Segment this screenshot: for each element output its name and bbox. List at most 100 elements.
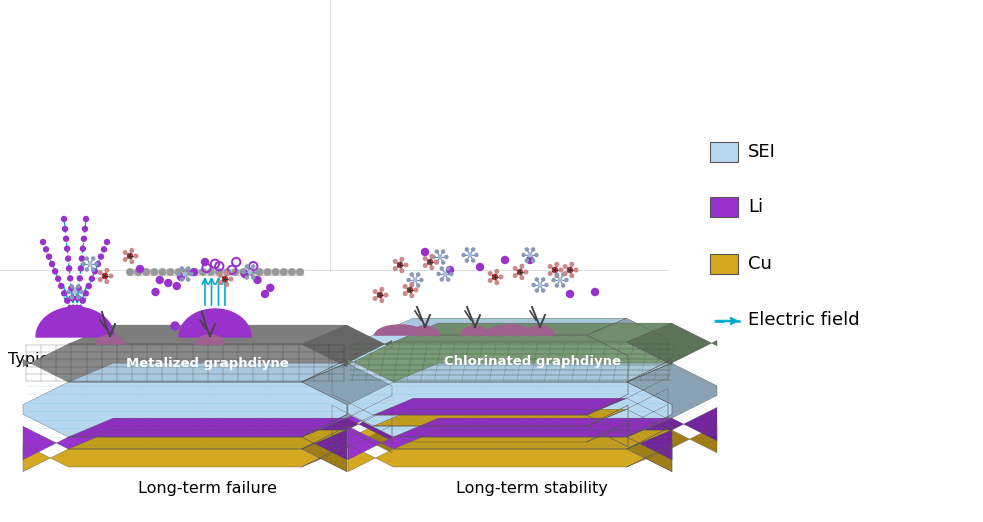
Circle shape bbox=[183, 272, 187, 276]
Text: Hydraulic jump-like effect: Hydraulic jump-like effect bbox=[117, 352, 314, 367]
Circle shape bbox=[98, 278, 102, 281]
Circle shape bbox=[574, 268, 578, 272]
Polygon shape bbox=[626, 323, 717, 382]
Circle shape bbox=[407, 288, 413, 292]
Circle shape bbox=[255, 270, 258, 274]
Circle shape bbox=[180, 278, 183, 281]
Circle shape bbox=[431, 255, 434, 258]
Circle shape bbox=[552, 278, 555, 281]
Circle shape bbox=[525, 248, 528, 251]
Circle shape bbox=[410, 273, 413, 276]
Circle shape bbox=[95, 262, 100, 267]
Circle shape bbox=[184, 269, 190, 275]
Circle shape bbox=[431, 266, 434, 269]
Circle shape bbox=[549, 272, 551, 275]
Circle shape bbox=[167, 269, 174, 275]
Text: Long-term stability: Long-term stability bbox=[456, 481, 607, 496]
Circle shape bbox=[552, 267, 557, 272]
Circle shape bbox=[417, 284, 420, 287]
Circle shape bbox=[56, 276, 61, 281]
FancyBboxPatch shape bbox=[710, 254, 738, 274]
Circle shape bbox=[109, 274, 113, 278]
Circle shape bbox=[549, 265, 551, 268]
Circle shape bbox=[524, 270, 528, 274]
Circle shape bbox=[561, 284, 564, 287]
Polygon shape bbox=[626, 407, 717, 460]
Circle shape bbox=[472, 259, 475, 262]
Circle shape bbox=[81, 246, 86, 251]
Circle shape bbox=[446, 267, 453, 274]
Polygon shape bbox=[485, 325, 535, 335]
Circle shape bbox=[82, 236, 87, 241]
Circle shape bbox=[101, 247, 106, 252]
Circle shape bbox=[374, 297, 376, 300]
Circle shape bbox=[46, 254, 51, 259]
Circle shape bbox=[104, 240, 109, 244]
Circle shape bbox=[67, 266, 72, 271]
Circle shape bbox=[407, 278, 410, 281]
Circle shape bbox=[555, 263, 558, 266]
Circle shape bbox=[495, 269, 498, 273]
Circle shape bbox=[68, 305, 73, 311]
Circle shape bbox=[105, 280, 108, 283]
Circle shape bbox=[264, 269, 271, 275]
Circle shape bbox=[567, 267, 572, 272]
Polygon shape bbox=[393, 363, 671, 382]
Text: Electric field: Electric field bbox=[748, 311, 859, 329]
Circle shape bbox=[435, 261, 438, 264]
Circle shape bbox=[241, 270, 249, 278]
Circle shape bbox=[70, 296, 74, 299]
Polygon shape bbox=[411, 326, 439, 335]
Circle shape bbox=[492, 275, 497, 280]
Circle shape bbox=[151, 269, 157, 275]
Circle shape bbox=[77, 286, 82, 291]
Circle shape bbox=[297, 269, 303, 275]
Circle shape bbox=[152, 289, 159, 295]
Circle shape bbox=[175, 269, 182, 275]
Circle shape bbox=[561, 273, 564, 276]
Circle shape bbox=[539, 283, 542, 287]
Polygon shape bbox=[23, 444, 347, 472]
Circle shape bbox=[91, 257, 94, 260]
Polygon shape bbox=[461, 326, 489, 335]
Circle shape bbox=[513, 267, 517, 270]
Circle shape bbox=[177, 272, 180, 276]
Circle shape bbox=[440, 267, 443, 270]
Circle shape bbox=[520, 265, 524, 268]
Circle shape bbox=[200, 269, 206, 275]
Circle shape bbox=[249, 269, 255, 275]
Circle shape bbox=[420, 278, 423, 281]
Circle shape bbox=[70, 285, 74, 288]
Circle shape bbox=[130, 260, 134, 264]
Circle shape bbox=[171, 322, 179, 330]
Text: Metalized graphdiyne: Metalized graphdiyne bbox=[126, 357, 288, 370]
Polygon shape bbox=[302, 363, 392, 437]
Circle shape bbox=[434, 260, 437, 264]
Circle shape bbox=[462, 254, 465, 256]
Circle shape bbox=[558, 278, 561, 282]
Polygon shape bbox=[526, 326, 554, 335]
Text: SEI: SEI bbox=[748, 143, 776, 161]
Circle shape bbox=[489, 272, 492, 275]
Polygon shape bbox=[393, 430, 671, 449]
Circle shape bbox=[143, 269, 149, 275]
Circle shape bbox=[377, 292, 382, 298]
Polygon shape bbox=[23, 344, 347, 382]
Circle shape bbox=[414, 288, 418, 292]
Circle shape bbox=[570, 274, 574, 278]
Polygon shape bbox=[302, 425, 392, 472]
Circle shape bbox=[438, 255, 441, 259]
Polygon shape bbox=[587, 388, 668, 436]
Circle shape bbox=[437, 272, 440, 276]
Circle shape bbox=[65, 298, 70, 303]
Circle shape bbox=[477, 264, 484, 270]
Polygon shape bbox=[302, 407, 392, 460]
Circle shape bbox=[242, 270, 245, 274]
Circle shape bbox=[495, 281, 498, 284]
Polygon shape bbox=[179, 309, 251, 337]
Circle shape bbox=[252, 265, 255, 268]
Circle shape bbox=[130, 248, 134, 252]
Circle shape bbox=[435, 250, 438, 253]
Circle shape bbox=[156, 277, 163, 283]
Circle shape bbox=[216, 269, 222, 275]
